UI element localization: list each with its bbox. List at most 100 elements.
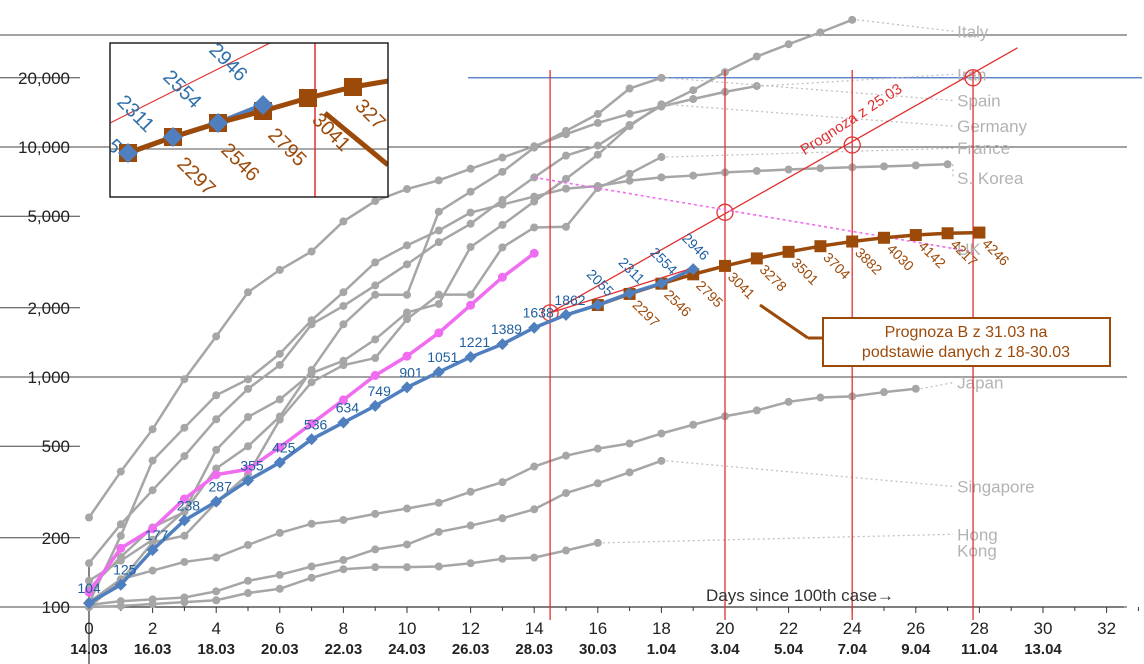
data-point <box>180 375 189 384</box>
data-point <box>464 351 477 364</box>
data-label: 1862 <box>554 292 585 308</box>
leader-line <box>666 460 954 488</box>
leader-line <box>920 382 954 390</box>
data-label: 3704 <box>820 249 853 282</box>
data-label: 238 <box>177 497 201 513</box>
data-point <box>212 464 221 473</box>
data-point <box>434 328 444 338</box>
data-point <box>180 598 189 607</box>
data-point <box>530 192 539 201</box>
data-point <box>305 433 318 446</box>
data-point <box>689 420 698 429</box>
data-label: 1221 <box>459 334 490 350</box>
data-point <box>973 226 986 239</box>
data-point <box>339 288 348 297</box>
data-label: 3882 <box>852 244 885 277</box>
data-point <box>496 338 509 351</box>
x-axis-title: Days since 100th case→ <box>706 586 894 605</box>
data-point <box>434 207 443 216</box>
y-tick-label: 100 <box>42 598 70 617</box>
data-point <box>562 184 570 193</box>
country-label: Japan <box>957 374 1003 393</box>
x-tick-label: 24 <box>843 619 862 638</box>
x-tick-label: 16 <box>588 619 607 638</box>
data-label: 4142 <box>916 238 949 271</box>
data-point <box>307 419 317 429</box>
data-point <box>466 187 475 196</box>
data-point <box>244 589 252 598</box>
data-point <box>371 290 380 299</box>
data-point <box>530 462 539 471</box>
data-point <box>211 470 221 480</box>
data-point <box>339 217 348 226</box>
data-point <box>530 143 539 152</box>
data-point <box>244 375 252 384</box>
data-point <box>370 370 380 380</box>
data-point <box>625 468 634 477</box>
data-point <box>369 399 382 412</box>
data-label: 2055 <box>584 266 617 299</box>
data-point <box>180 506 189 515</box>
data-point <box>178 514 191 527</box>
date-tick-label: 24.03 <box>388 641 426 658</box>
data-point <box>625 169 634 178</box>
data-point <box>657 153 666 162</box>
data-point <box>752 406 761 415</box>
data-point <box>623 287 636 300</box>
country-label: Germany <box>957 117 1027 136</box>
data-point <box>339 361 348 370</box>
data-point <box>593 538 602 547</box>
data-point <box>275 265 284 274</box>
data-point <box>880 162 888 171</box>
x-tick-label: 4 <box>211 619 220 638</box>
data-point <box>625 109 634 118</box>
data-point <box>244 442 252 451</box>
date-tick-label: 26.03 <box>452 641 490 658</box>
data-point <box>752 166 761 175</box>
data-point <box>403 315 411 324</box>
data-point <box>434 299 443 308</box>
data-point <box>657 456 666 465</box>
data-point <box>307 573 316 582</box>
data-point <box>528 321 541 334</box>
leader-line <box>602 533 954 544</box>
data-point <box>530 505 539 514</box>
data-label: 536 <box>304 416 328 432</box>
data-point <box>403 185 411 194</box>
data-label: 1638 <box>523 305 554 321</box>
data-point <box>498 478 507 487</box>
data-point <box>593 110 602 119</box>
y-tick-label: 500 <box>42 437 70 456</box>
data-point <box>275 395 284 404</box>
data-point <box>591 299 604 312</box>
uk-projection <box>534 176 974 253</box>
data-point <box>146 543 159 556</box>
forecast-marker <box>843 136 861 154</box>
blue-series <box>83 263 700 610</box>
x-tick-label: 10 <box>398 619 417 638</box>
data-point <box>212 445 221 454</box>
data-point <box>338 395 348 405</box>
data-label: 425 <box>272 439 296 455</box>
data-point <box>562 151 570 160</box>
date-tick-label: 28.03 <box>515 641 553 658</box>
data-point <box>814 240 827 253</box>
data-point <box>466 559 475 568</box>
data-point <box>243 464 253 474</box>
data-label: 4246 <box>979 235 1012 268</box>
annotation-line-2: podstawie danych z 18-30.03 <box>862 344 1070 361</box>
data-point <box>307 378 316 387</box>
date-tick-label: 14.03 <box>70 641 108 658</box>
data-label: 2297 <box>629 297 662 330</box>
data-point <box>466 290 475 299</box>
data-point <box>148 486 157 495</box>
data-point <box>689 171 698 180</box>
date-tick-label: 16.03 <box>134 641 172 658</box>
data-point <box>339 565 348 574</box>
data-point <box>83 597 95 610</box>
data-point <box>403 241 411 250</box>
data-point <box>403 260 411 269</box>
data-label: 125 <box>113 562 137 578</box>
data-point <box>307 316 316 325</box>
data-point <box>371 335 380 344</box>
